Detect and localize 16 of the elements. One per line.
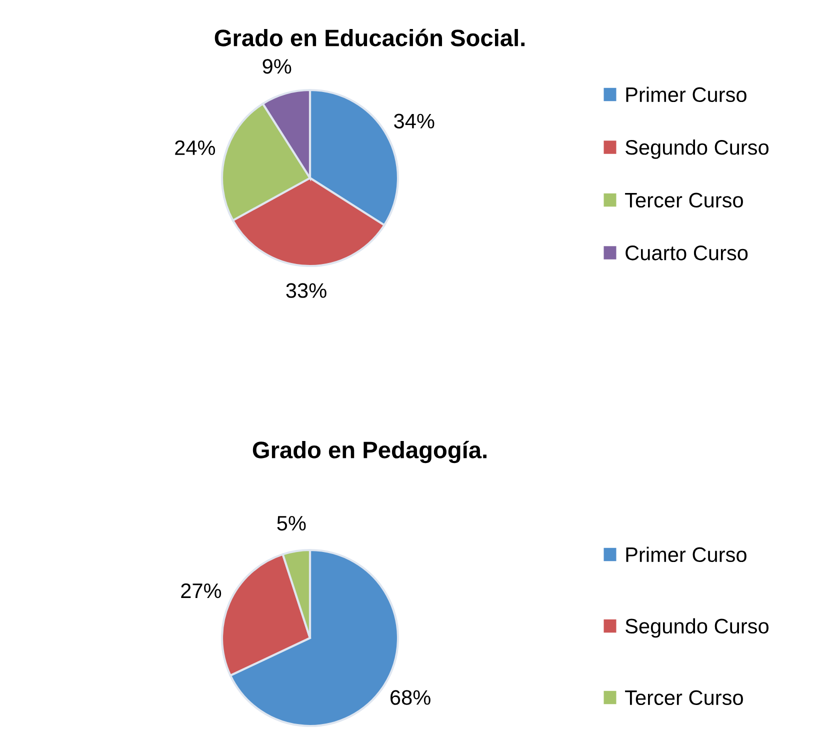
data-label: 27% [181, 583, 222, 598]
legend-label: Segundo Curso [626, 618, 768, 638]
data-label: 9% [262, 58, 292, 74]
legend-label: Primer Curso [626, 546, 746, 562]
chart-title: Grado en Pedagogía. [252, 440, 486, 464]
data-label: 68% [390, 690, 430, 705]
legend-label: Cuarto Curso [626, 246, 748, 260]
legend-label: Primer Curso [626, 86, 746, 102]
legend-label: Segundo Curso [626, 140, 768, 159]
legend-label: Tercer Curso [625, 192, 743, 208]
data-label: 33% [286, 283, 326, 298]
legend-label: Tercer Curso [625, 690, 743, 706]
data-label: 34% [394, 114, 434, 128]
chart-title: Grado en Educación Social. [214, 28, 525, 46]
data-label: 24% [175, 140, 216, 156]
data-label: 5% [277, 516, 306, 531]
